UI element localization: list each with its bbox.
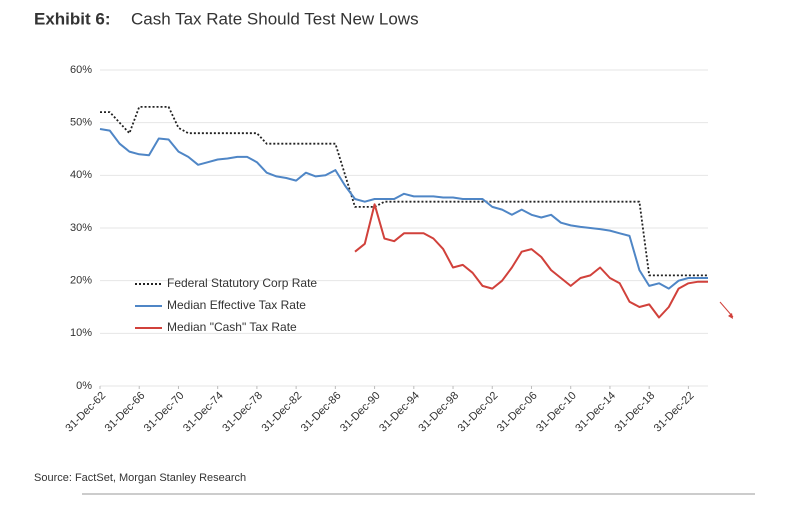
y-tick-label: 10% — [70, 327, 92, 339]
source: Source: FactSet, Morgan Stanley Research — [34, 472, 246, 484]
x-tick-label: 31-Dec-02 — [456, 390, 501, 435]
x-tick-label: 31-Dec-90 — [338, 390, 383, 435]
x-tick-label: 31-Dec-74 — [181, 390, 226, 435]
x-tick-label: 31-Dec-82 — [260, 390, 305, 435]
x-tick-label: 31-Dec-62 — [63, 390, 108, 435]
x-tick-label: 31-Dec-78 — [220, 390, 265, 435]
x-tick-label: 31-Dec-14 — [573, 390, 618, 435]
y-tick-label: 0% — [76, 380, 92, 392]
x-tick-label: 31-Dec-70 — [142, 390, 187, 435]
x-tick-label: 31-Dec-86 — [299, 390, 344, 435]
arrow-head — [728, 313, 733, 319]
legend-label: Median "Cash" Tax Rate — [167, 320, 297, 334]
series-line — [100, 106, 708, 277]
legend-label: Federal Statutory Corp Rate — [167, 276, 317, 290]
y-tick-label: 60% — [70, 64, 92, 76]
y-tick-label: 50% — [70, 117, 92, 129]
y-tick-label: 30% — [70, 222, 92, 234]
x-tick-label: 31-Dec-98 — [416, 390, 461, 435]
x-tick-label: 31-Dec-66 — [103, 390, 148, 435]
x-tick-label: 31-Dec-06 — [495, 390, 540, 435]
x-tick-label: 31-Dec-94 — [377, 390, 422, 435]
y-tick-label: 20% — [70, 275, 92, 287]
y-tick-label: 40% — [70, 169, 92, 181]
chart-title: Cash Tax Rate Should Test New Lows — [131, 9, 419, 28]
legend-label: Median Effective Tax Rate — [167, 298, 306, 312]
exhibit-label: Exhibit 6: — [34, 9, 111, 28]
x-tick-label: 31-Dec-10 — [534, 390, 579, 435]
series-line — [99, 128, 708, 290]
x-tick-label: 31-Dec-18 — [613, 390, 658, 435]
series-line — [354, 203, 708, 319]
x-tick-label: 31-Dec-22 — [652, 390, 697, 435]
